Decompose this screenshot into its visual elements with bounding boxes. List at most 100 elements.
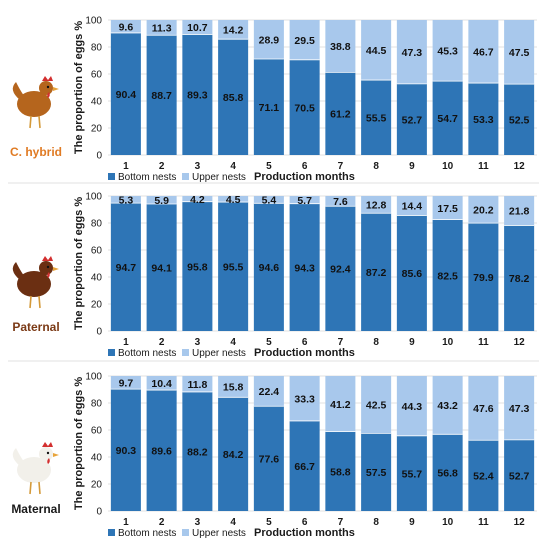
bar-upper-nests [396,196,427,216]
bar-bottom-nests [432,219,463,331]
bar-bottom-nests [218,397,249,511]
data-label-bottom: 95.5 [223,262,244,274]
x-tick-label: 10 [442,337,454,348]
data-label-bottom: 55.7 [402,468,423,480]
bar-bottom-nests [253,203,284,331]
data-label-upper: 45.3 [437,46,458,58]
data-label-bottom: 84.2 [223,449,244,461]
data-label-upper: 47.6 [473,403,494,415]
x-tick-label: 1 [123,337,129,348]
x-tick-label: 10 [442,517,454,528]
bar-upper-nests [218,376,249,398]
x-tick-label: 11 [478,517,489,528]
legend-swatch-upper [182,173,189,180]
data-label-upper: 43.2 [437,400,458,412]
legend-label-bottom: Bottom nests [118,528,176,539]
x-tick-label: 7 [338,337,344,348]
bar-upper-nests [253,196,284,204]
data-label-upper: 29.5 [294,35,315,47]
data-label-bottom: 78.2 [509,273,530,285]
bar-upper-nests [146,196,177,204]
x-tick-label: 3 [195,337,201,348]
legend-swatch-bottom [108,173,115,180]
data-label-upper: 42.5 [366,400,387,412]
bar-upper-nests [253,376,284,407]
bar-upper-nests [361,20,392,81]
data-label-upper: 10.4 [151,378,172,390]
data-label-upper: 10.7 [187,22,208,34]
data-label-bottom: 89.6 [151,446,172,458]
y-tick-label: 100 [85,372,102,383]
y-axis-label: The proportion of eggs % [73,377,85,510]
bar-upper-nests [110,20,141,33]
data-label-bottom: 90.3 [116,445,137,457]
bar-bottom-nests [432,434,463,511]
x-tick-label: 6 [302,517,308,528]
data-label-upper: 33.3 [294,393,315,405]
bar-bottom-nests [182,201,213,331]
bar-upper-nests [361,376,392,434]
x-axis-label: Production months [254,347,355,359]
bar-bottom-nests [253,406,284,511]
data-label-upper: 7.6 [333,196,348,208]
bar-upper-nests [432,20,463,82]
bar-upper-nests [289,376,320,421]
legend-label-upper: Upper nests [192,528,246,539]
x-tick-label: 12 [514,517,526,528]
data-label-upper: 11.3 [152,23,172,35]
white-hen-icon [12,442,59,495]
bar-bottom-nests [396,215,427,331]
data-label-upper: 41.2 [330,399,351,411]
bar-bottom-nests [396,83,427,155]
bar-upper-nests [253,20,284,60]
data-label-bottom: 55.5 [366,113,387,125]
bar-bottom-nests [468,223,499,331]
data-label-upper: 44.5 [366,45,387,57]
data-label-bottom: 95.8 [187,261,208,273]
x-tick-label: 4 [230,337,236,348]
bar-upper-nests [325,376,356,432]
data-label-bottom: 77.6 [259,454,280,466]
hen-label: C. hybrid [10,145,62,159]
x-tick-label: 9 [409,517,415,528]
hen-label: Paternal [12,320,59,334]
y-tick-label: 100 [85,192,102,203]
legend-label-bottom: Bottom nests [118,348,176,359]
y-tick-label: 20 [91,124,103,135]
data-label-bottom: 53.3 [473,114,494,126]
bar-bottom-nests [146,203,177,331]
data-label-upper: 14.4 [402,201,423,213]
x-tick-label: 10 [442,161,454,172]
y-tick-label: 80 [91,219,103,230]
y-tick-label: 60 [91,426,103,437]
legend-label-upper: Upper nests [192,348,246,359]
x-axis-label: Production months [254,171,355,183]
bar-bottom-nests [432,81,463,155]
bar-upper-nests [504,196,535,226]
data-label-upper: 9.6 [119,21,134,33]
bar-bottom-nests [504,225,535,331]
bar-upper-nests [182,376,213,392]
y-tick-label: 0 [96,151,102,162]
bar-bottom-nests [110,389,141,511]
hen-label: Maternal [11,502,60,516]
data-label-bottom: 90.4 [116,89,137,101]
data-label-bottom: 61.2 [330,109,351,121]
data-label-bottom: 56.8 [437,468,458,480]
x-tick-label: 8 [373,337,379,348]
x-tick-label: 1 [123,161,129,172]
bar-bottom-nests [361,213,392,331]
y-tick-label: 40 [91,273,103,284]
data-label-bottom: 54.7 [437,113,458,125]
chart-panel-2: Paternal The proportion of eggs % 0 20 40 60 8… [12,192,537,359]
x-tick-label: 2 [159,161,165,172]
y-tick-label: 0 [96,327,102,338]
data-label-upper: 9.7 [119,378,134,390]
bar-upper-nests [396,376,427,436]
data-label-upper: 47.5 [509,47,530,59]
y-tick-label: 60 [91,70,103,81]
bar-bottom-nests [361,433,392,511]
y-axis-label: The proportion of eggs % [73,197,85,330]
